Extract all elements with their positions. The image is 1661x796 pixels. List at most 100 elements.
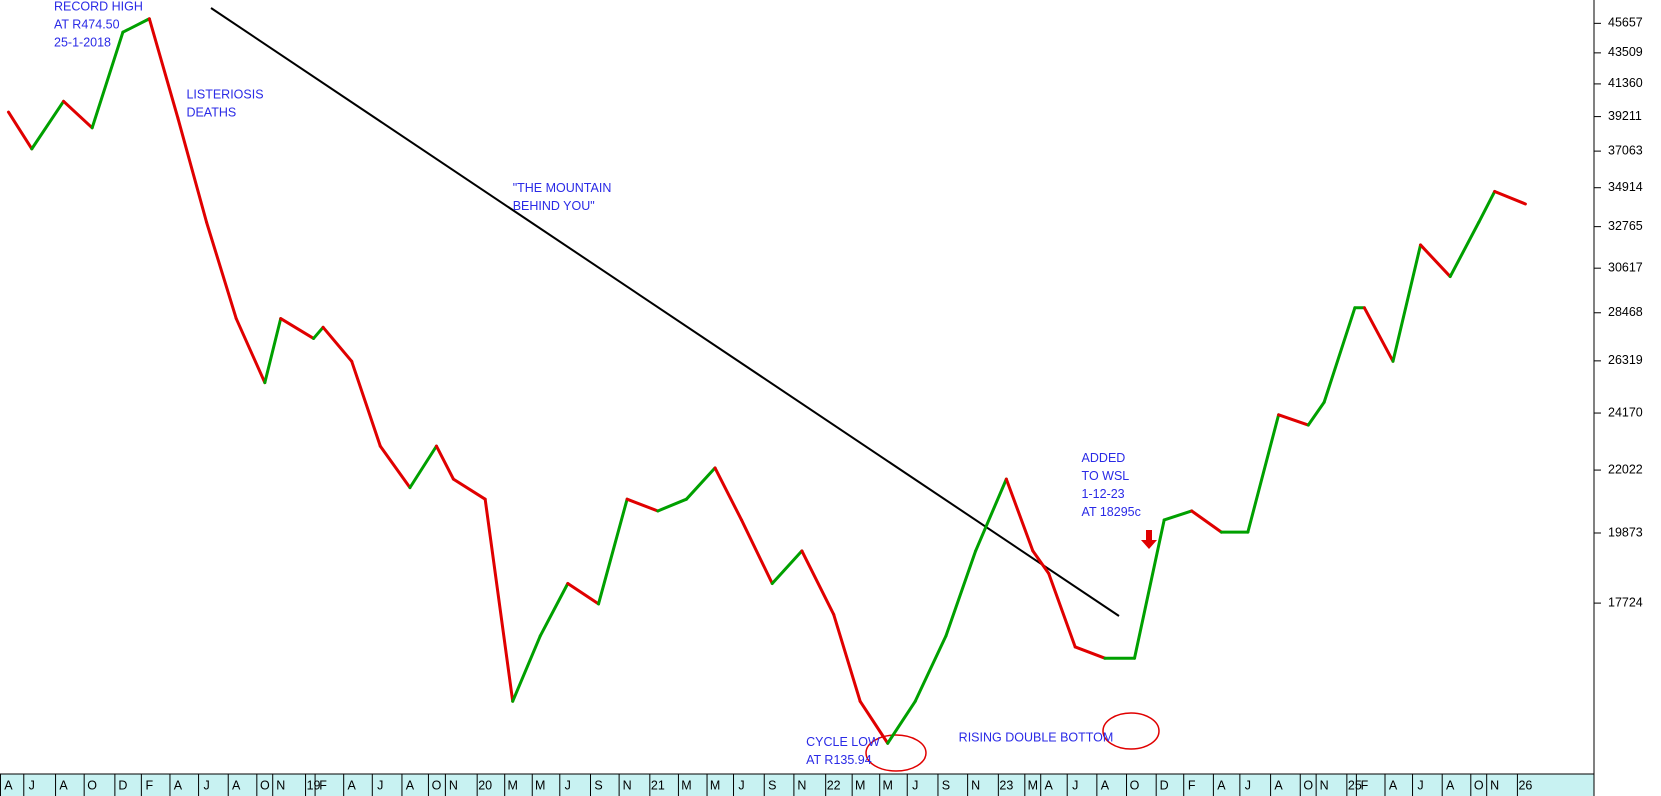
x-tick-label: A	[1045, 778, 1054, 792]
y-tick-label: 26319	[1608, 353, 1643, 367]
x-tick-label: F	[1361, 778, 1369, 792]
price-segment	[800, 549, 836, 616]
annotation: 25-1-2018	[54, 36, 111, 50]
y-tick-label: 37063	[1608, 143, 1643, 157]
price-segment	[408, 444, 438, 490]
price-segment	[1133, 518, 1166, 660]
x-tick-label: J	[1245, 778, 1251, 792]
price-segment	[483, 497, 515, 703]
x-tick-label: D	[1160, 778, 1169, 792]
x-tick-label: 20	[478, 778, 492, 792]
price-segment	[434, 444, 455, 481]
y-tick-label: 30617	[1608, 260, 1643, 274]
x-tick-label: 26	[1518, 778, 1532, 792]
annotation: RECORD HIGH	[54, 0, 143, 14]
y-tick-label: 24170	[1608, 405, 1643, 419]
price-segment	[511, 634, 542, 703]
price-segment	[713, 466, 744, 522]
x-tick-label: 23	[999, 778, 1013, 792]
buy-arrow	[1141, 530, 1157, 549]
x-tick-label: M	[710, 778, 720, 792]
y-tick-label: 32765	[1608, 219, 1643, 233]
x-tick-label: 22	[827, 778, 841, 792]
x-tick-label: A	[406, 778, 415, 792]
price-segment	[858, 699, 890, 745]
price-segment	[1277, 413, 1310, 427]
x-tick-label: N	[449, 778, 458, 792]
x-tick-label: S	[594, 778, 602, 792]
x-tick-label: A	[1446, 778, 1455, 792]
x-tick-label: J	[1072, 778, 1078, 792]
x-tick-label: 21	[651, 778, 665, 792]
price-segment	[566, 582, 601, 606]
x-tick-label: J	[377, 778, 383, 792]
x-tick-label: M	[681, 778, 691, 792]
price-segment	[886, 699, 917, 745]
price-segment	[1073, 645, 1107, 660]
trend-line	[210, 7, 1120, 617]
x-tick-label: J	[203, 778, 209, 792]
x-tick-label: O	[260, 778, 270, 792]
x-tick-label: J	[1417, 778, 1423, 792]
x-tick-label: S	[768, 778, 776, 792]
x-tick-label: A	[4, 778, 13, 792]
price-segment	[147, 17, 180, 120]
price-segment	[740, 518, 774, 586]
x-axis-band	[0, 774, 1594, 796]
price-segment	[538, 582, 570, 638]
price-segment	[234, 317, 267, 385]
y-tick-label: 45657	[1608, 16, 1643, 30]
y-tick-label: 22022	[1608, 462, 1643, 476]
x-tick-label: N	[1490, 778, 1499, 792]
annotation: BEHIND YOU"	[513, 199, 595, 213]
annotation: TO WSL	[1082, 469, 1130, 483]
price-segment	[597, 497, 629, 606]
bottom-circle	[1102, 712, 1160, 750]
price-segment	[1190, 509, 1223, 534]
annotation: 1-12-23	[1082, 487, 1125, 501]
x-tick-label: A	[1389, 778, 1398, 792]
price-segment	[1362, 306, 1395, 363]
y-tick-label: 19873	[1608, 525, 1643, 539]
price-segment	[279, 317, 316, 340]
price-segment	[90, 30, 125, 130]
price-segment	[30, 99, 66, 151]
price-segment	[312, 325, 325, 340]
price-segment	[832, 612, 862, 703]
x-tick-label: A	[59, 778, 68, 792]
price-segment	[1477, 189, 1497, 224]
x-tick-label: O	[432, 778, 442, 792]
x-tick-label: M	[882, 778, 892, 792]
y-tick-label: 34914	[1608, 180, 1643, 194]
price-segment	[944, 549, 978, 638]
x-tick-label: N	[797, 778, 806, 792]
y-tick-label: 43509	[1608, 45, 1643, 59]
x-tick-label: S	[942, 778, 950, 792]
y-tick-label: 28468	[1608, 305, 1643, 319]
price-segment	[1391, 243, 1423, 363]
x-tick-label: N	[1320, 778, 1329, 792]
price-segment	[974, 477, 1008, 553]
price-segment	[684, 466, 717, 501]
x-tick-label: N	[623, 778, 632, 792]
low-circle	[865, 734, 927, 772]
x-tick-label: M	[535, 778, 545, 792]
x-tick-label: A	[1101, 778, 1110, 792]
annotation: "THE MOUNTAIN	[513, 181, 612, 195]
price-segment	[913, 634, 948, 703]
price-segment	[1419, 243, 1452, 279]
price-segment	[656, 497, 688, 513]
price-segment	[1004, 477, 1035, 553]
price-segment	[205, 220, 238, 321]
x-tick-label: M	[507, 778, 517, 792]
y-tick-label: 17724	[1608, 595, 1643, 609]
x-tick-label: N	[276, 778, 285, 792]
y-tick-label: 41360	[1608, 76, 1643, 90]
price-segment	[1246, 413, 1281, 534]
annotation: ADDED	[1082, 451, 1126, 465]
x-tick-label: A	[1217, 778, 1226, 792]
price-segment	[176, 116, 209, 224]
x-tick-label: O	[87, 778, 97, 792]
x-tick-label: O	[1474, 778, 1484, 792]
